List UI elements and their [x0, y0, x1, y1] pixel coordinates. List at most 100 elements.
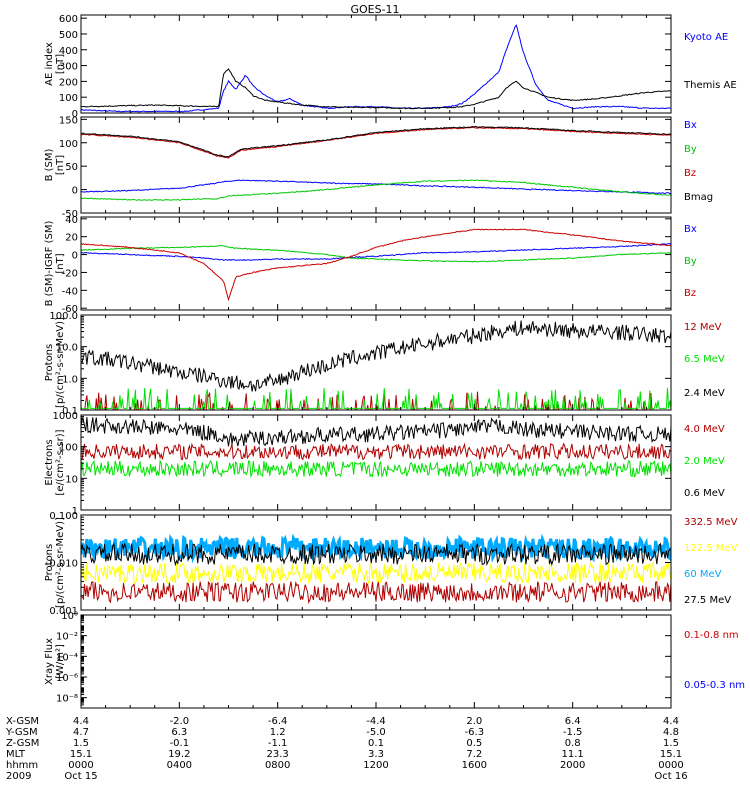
chart-title: GOES-11	[350, 3, 399, 16]
ytick-label: 0.001	[49, 606, 78, 617]
xaxis-value: 2.0	[466, 716, 482, 727]
panel-bsm: -50 0 50 100 150 B (SM) [nT] Bx By Bz Bmag	[44, 115, 713, 220]
legend-electrons-1: 2.0 MeV	[684, 456, 725, 467]
series-bsm-3	[81, 125, 671, 158]
ytick-label: 300	[59, 62, 78, 73]
legend-electrons-2: 0.6 MeV	[684, 488, 725, 499]
legend-protons1-2: 2.4 MeV	[684, 388, 725, 399]
xaxis-value: 1600	[462, 760, 487, 771]
xaxis-value: 4.8	[663, 727, 679, 738]
legend-protons2-3: 27.5 MeV	[684, 595, 731, 606]
xaxis-value: 1.5	[663, 738, 679, 749]
xaxis-value: 1200	[363, 760, 388, 771]
legend-electrons-0: 4.0 MeV	[684, 424, 725, 435]
xaxis-value: 15.1	[70, 749, 92, 760]
ytick-label: 0.1	[62, 406, 78, 417]
xaxis-value: -6.4	[268, 716, 288, 727]
ytick-label: 40	[65, 215, 78, 226]
xaxis-value: 11.1	[562, 749, 584, 760]
series-ae-1	[81, 68, 671, 110]
xaxis-value: 23.3	[267, 749, 289, 760]
xaxis-value: 0800	[265, 760, 290, 771]
panel-bdiff: -60 -40 -20 0 20 40 B (SM)-IGRF (SM) [nT] Bx By Bz	[44, 215, 697, 315]
legend-protons2-1: 122.5 MeV	[684, 543, 738, 554]
ylabel-ae: AE index	[44, 42, 55, 86]
series-bdiff-1	[81, 244, 671, 263]
xaxis-row-label: hhmm	[6, 760, 38, 771]
xaxis-value: -5.0	[366, 727, 386, 738]
xaxis-value: 3.3	[368, 749, 384, 760]
xaxis-value: 19.2	[168, 749, 190, 760]
legend-bdiff-0: Bx	[684, 224, 697, 235]
legend-protons2-2: 60 MeV	[684, 569, 722, 580]
ylabel-protons1: Protons	[44, 344, 55, 381]
legend-bdiff-2: Bz	[684, 288, 696, 299]
ytick-label: 50	[65, 162, 78, 173]
legend-protons1-0: 12 MeV	[684, 322, 722, 333]
legend-xray-0: 0.1-0.8 nm	[684, 630, 739, 641]
ytick-label: 200	[59, 77, 78, 88]
ytick-label: 1000	[53, 411, 78, 422]
series-electrons-2	[81, 416, 671, 447]
series-bdiff-2	[81, 228, 671, 302]
legend-bsm-1: By	[684, 144, 697, 155]
ylabel-protons2: Protons	[44, 544, 55, 581]
panel-protons2: 0.001 0.010 0.100 Protons [p/(cm²-s-sr-MeV)]…	[44, 511, 738, 617]
xaxis-value: 1.2	[270, 727, 286, 738]
series-electrons-0	[81, 442, 671, 461]
ytick-label: 0	[72, 251, 78, 262]
xaxis-value: 0.8	[565, 738, 581, 749]
xaxis-value: 15.1	[660, 749, 682, 760]
ytick-label: 20	[65, 233, 78, 244]
xaxis-row-label: Z-GSM	[6, 738, 39, 749]
legend-ae-1: Themis AE	[683, 80, 737, 91]
ytick-label: 0	[72, 186, 78, 197]
xaxis-value: -0.1	[170, 738, 190, 749]
ytick-label: 0.100	[49, 511, 78, 522]
xaxis-value: 6.4	[565, 716, 581, 727]
legend-bsm-3: Bmag	[684, 192, 713, 203]
xaxis-row-label: 2009	[6, 771, 31, 782]
ytick-label: 10	[65, 474, 78, 485]
xaxis-value: 4.4	[663, 716, 679, 727]
xaxis-value: -2.0	[170, 716, 190, 727]
series-electrons-1	[81, 459, 671, 479]
ytick-label: 10⁻⁴	[56, 652, 78, 663]
ytick-label: 400	[59, 46, 78, 57]
xaxis-value: Oct 15	[64, 771, 97, 782]
legend-ae-0: Kyoto AE	[684, 32, 728, 43]
ylabel-protons2: [p/(cm²-s-sr-MeV)]	[55, 517, 66, 608]
xaxis-value: 0000	[68, 760, 93, 771]
series-ae-0	[81, 24, 671, 113]
ylabel-bsm: B (SM)	[44, 148, 55, 181]
ytick-label: -50	[62, 209, 78, 220]
ylabel-bdiff: B (SM)-IGRF (SM)	[44, 221, 55, 307]
panel-protons1: 0.1 1.0 10.0 100.0 Protons [p/(cm²-s-sr-MeV)]…	[44, 311, 725, 417]
ytick-label: -60	[62, 304, 78, 315]
xaxis-value: -1.5	[563, 727, 583, 738]
xaxis-value: Oct 16	[654, 771, 687, 782]
xaxis-row-label: MLT	[6, 749, 26, 760]
xaxis-value: 1.5	[73, 738, 89, 749]
legend-protons1-1: 6.5 MeV	[684, 354, 725, 365]
xaxis-value: 2000	[560, 760, 585, 771]
xaxis-value: -1.1	[268, 738, 288, 749]
xaxis-value: 0000	[658, 760, 683, 771]
ylabel-electrons: [e/(cm²-s-sr)]	[55, 429, 66, 495]
ytick-label: 10⁻⁶	[56, 673, 78, 684]
xaxis-value: 0.5	[466, 738, 482, 749]
ytick-label: 600	[59, 14, 78, 25]
panel-ae: 0 100 200 300 400 500 600 AE index [nT] Kyoto AE T…	[44, 14, 737, 120]
legend-bsm-2: Bz	[684, 168, 696, 179]
ytick-label: 150	[59, 115, 78, 126]
ytick-label: 100.0	[49, 311, 78, 322]
legend-bdiff-1: By	[684, 256, 697, 267]
xaxis-value: 0400	[167, 760, 192, 771]
series-protons2-0	[81, 580, 671, 605]
ylabel-protons1: [p/(cm²-s-sr-MeV)]	[55, 317, 66, 408]
series-bdiff-0	[81, 243, 671, 262]
ytick-label: 10⁻²	[56, 632, 78, 643]
legend-protons2-0: 332.5 MeV	[684, 517, 738, 528]
ytick-label: 1	[72, 506, 78, 517]
